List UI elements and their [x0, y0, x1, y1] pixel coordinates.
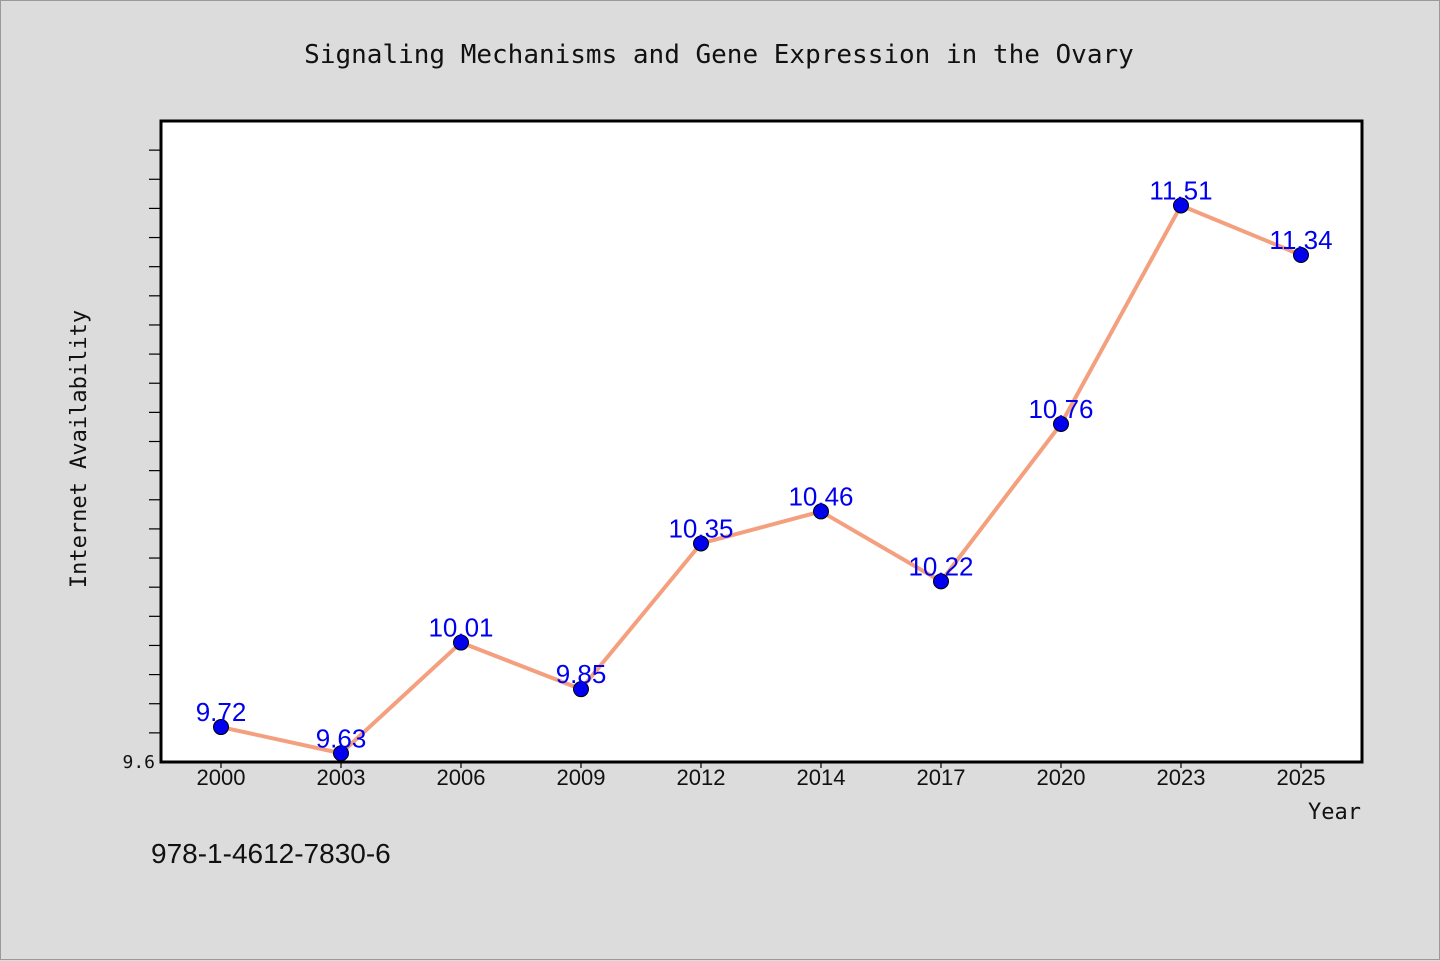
- x-tick-label: 2012: [677, 765, 726, 790]
- data-label: 9.63: [316, 723, 367, 753]
- data-label: 11.51: [1149, 175, 1212, 205]
- isbn-footer: 978-1-4612-7830-6: [151, 838, 391, 869]
- x-tick-label: 2003: [317, 765, 366, 790]
- data-label: 11.34: [1269, 225, 1332, 255]
- data-label: 10.46: [788, 481, 853, 511]
- x-axis-label: Year: [1308, 800, 1361, 825]
- y-axis-label: Internet Availability: [67, 310, 92, 588]
- x-tick-label: 2000: [197, 765, 246, 790]
- x-tick-label: 2025: [1277, 765, 1326, 790]
- data-point: [813, 503, 829, 520]
- x-tick-label: 2020: [1037, 765, 1086, 790]
- series-layer: [213, 197, 1309, 762]
- x-tick-label: 2009: [557, 765, 606, 790]
- data-label: 10.35: [668, 513, 733, 543]
- data-point: [933, 573, 949, 590]
- y-tick-label: 9.6: [122, 752, 155, 773]
- x-tick-label: 2006: [437, 765, 486, 790]
- data-labels: 9.72 9.63 10.01 9.85 10.35 10.46 10.22 10.76 11.…: [196, 175, 1333, 753]
- data-label: 10.76: [1028, 394, 1093, 424]
- data-point: [333, 745, 349, 762]
- data-point: [1053, 416, 1069, 433]
- data-point: [693, 535, 709, 552]
- data-label: 9.85: [556, 659, 607, 689]
- data-point: [453, 634, 469, 651]
- data-point: [1173, 197, 1189, 214]
- x-axis-ticks: 2000 2003 2006 2009 2012 2014 2017 2020 2023 2025: [197, 762, 1326, 790]
- x-tick-label: 2014: [797, 765, 846, 790]
- data-point: [573, 681, 589, 698]
- data-label: 10.01: [428, 613, 493, 643]
- chart-title: Signaling Mechanisms and Gene Expression…: [304, 40, 1134, 70]
- data-label: 9.72: [196, 697, 247, 727]
- plot-area: [159, 119, 1364, 764]
- data-point: [213, 719, 229, 736]
- y-axis-ticks: 9.6: [122, 149, 161, 773]
- data-point: [1293, 247, 1309, 264]
- x-tick-label: 2017: [917, 765, 966, 790]
- series-line: [219, 203, 1303, 756]
- x-tick-label: 2023: [1157, 765, 1206, 790]
- data-label: 10.22: [908, 551, 973, 581]
